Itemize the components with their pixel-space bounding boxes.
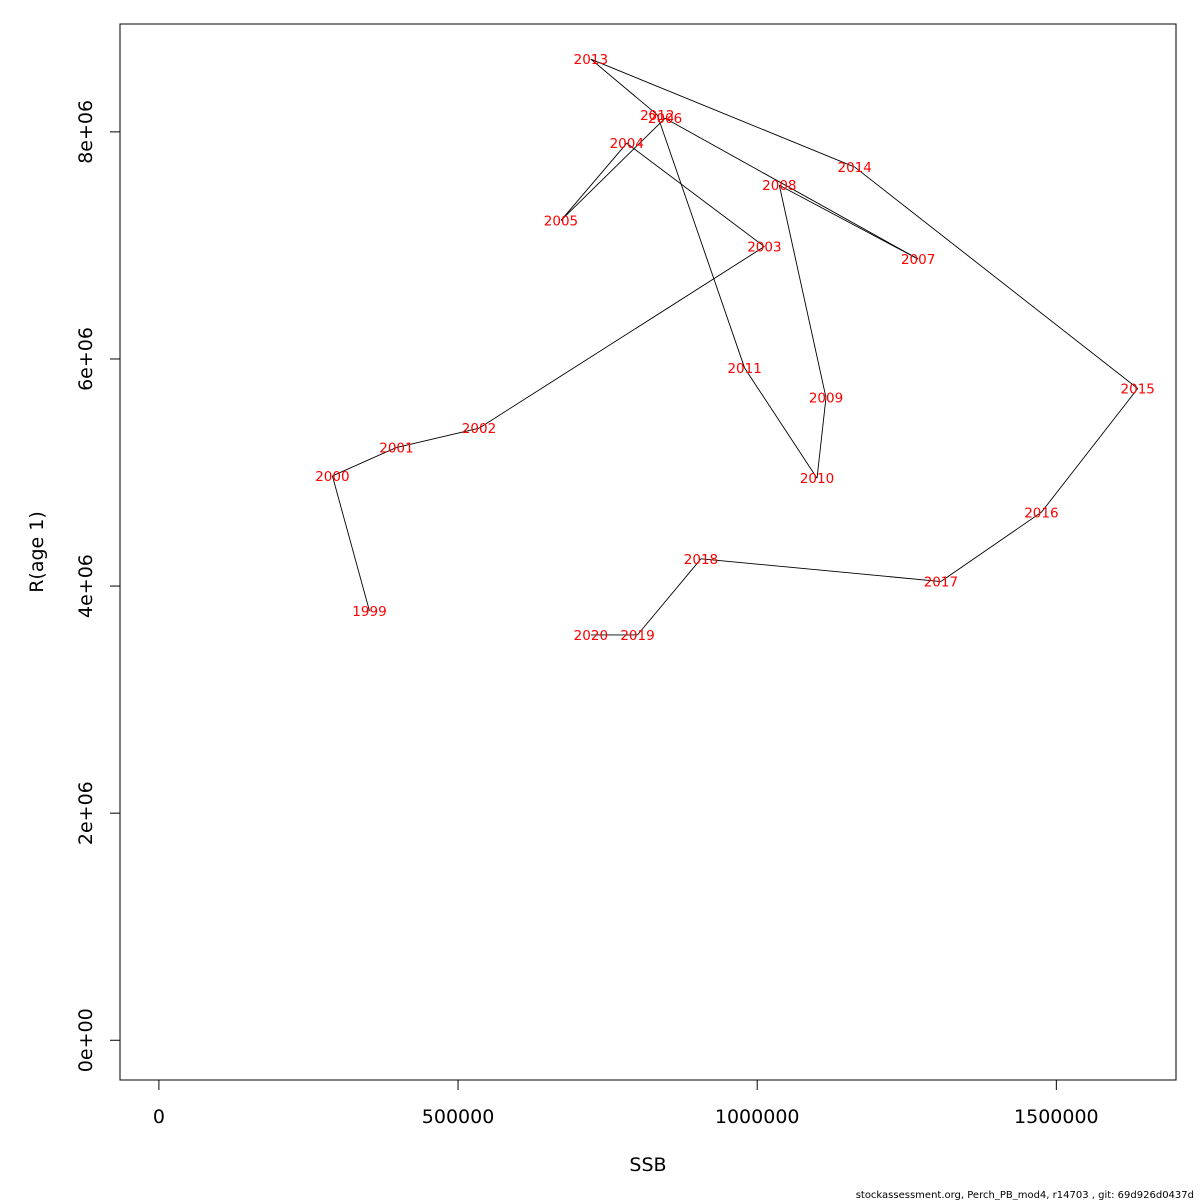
y-axis: 0e+00 2e+06 4e+06 6e+06 8e+06: [75, 100, 121, 1072]
point-label: 1999: [352, 604, 386, 620]
point-label: 2020: [574, 628, 608, 644]
point-label: 2006: [648, 111, 682, 127]
x-tick-label: 500000: [422, 1106, 495, 1128]
point-label: 2013: [574, 52, 608, 68]
y-axis-title: R(age 1): [26, 511, 48, 593]
y-tick-label: 0e+00: [75, 1008, 97, 1072]
point-label: 2016: [1024, 505, 1058, 521]
series-path: [331, 58, 1139, 636]
series-segment: [331, 475, 370, 612]
point-label: 2009: [809, 391, 843, 407]
point-label: 2010: [800, 471, 834, 487]
point-label: 2002: [462, 421, 496, 437]
y-tick-label: 4e+06: [75, 554, 97, 618]
x-tick-label: 1500000: [1014, 1106, 1099, 1128]
series-segment: [1041, 388, 1139, 513]
x-tick-label: 1000000: [715, 1106, 800, 1128]
point-label: 2004: [610, 136, 644, 152]
point-label: 2007: [901, 252, 935, 268]
series-segment: [778, 185, 827, 398]
series-segment: [396, 427, 480, 448]
plot-frame: [119, 23, 1177, 1081]
point-label: 2014: [838, 160, 872, 176]
series-segment: [637, 558, 702, 636]
series-segment: [779, 184, 919, 260]
series-segment: [332, 447, 397, 477]
series-segment: [626, 142, 765, 247]
series-segment: [664, 117, 919, 260]
series-segment: [744, 367, 818, 479]
y-tick-label: 2e+06: [75, 781, 97, 845]
point-label: 2019: [620, 628, 654, 644]
point-label: 2012: [640, 108, 674, 124]
point-label: 2017: [924, 575, 958, 591]
y-tick-label: 6e+06: [75, 327, 97, 391]
series-segment: [478, 246, 765, 429]
series-segment: [816, 397, 827, 479]
point-label: 2003: [747, 240, 781, 256]
series-segment: [590, 58, 658, 116]
series-segment: [940, 511, 1042, 582]
point-label: 2005: [544, 213, 578, 229]
point-label: 2008: [762, 178, 796, 194]
series-segment: [700, 558, 941, 582]
series-segment: [854, 166, 1138, 389]
series-segment: [560, 117, 666, 221]
point-label: 2018: [684, 552, 718, 568]
point-labels: 1999 2000 2001 2002 2003 2004 2005 2006 2007 2008…: [315, 52, 1155, 644]
point-label: 2015: [1121, 381, 1155, 397]
series-segment: [656, 114, 746, 369]
point-label: 2011: [727, 361, 761, 377]
x-axis: 0 500000 1000000 1500000: [153, 1079, 1099, 1128]
point-label: 2000: [315, 469, 349, 485]
x-axis-title: SSB: [629, 1154, 666, 1176]
footer-text: stockassessment.org, Perch_PB_mod4, r147…: [856, 1190, 1194, 1200]
x-tick-label: 0: [153, 1106, 165, 1128]
series-segment: [590, 58, 855, 168]
point-label: 2001: [379, 441, 413, 457]
series-segment: [560, 142, 628, 221]
y-tick-label: 8e+06: [75, 100, 97, 164]
